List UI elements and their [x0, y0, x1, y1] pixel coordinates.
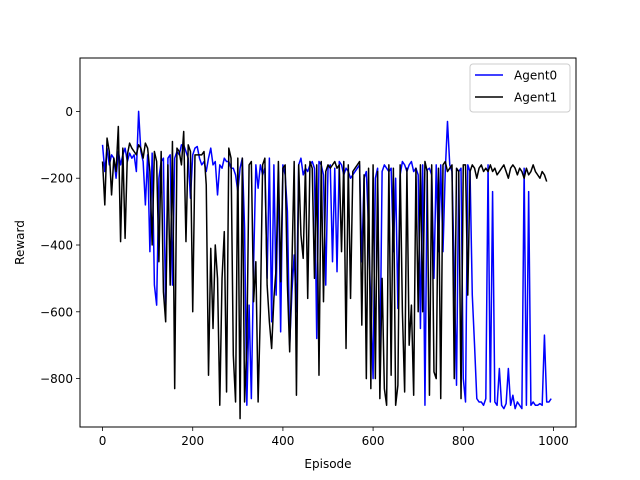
legend-label-agent0: Agent0 [514, 69, 557, 83]
series-layer [101, 110, 552, 420]
legend-label-agent1: Agent1 [514, 91, 557, 105]
x-tick-label: 400 [271, 434, 294, 448]
x-tick-label: 200 [181, 434, 204, 448]
plot-frame [79, 57, 577, 428]
plot-area [101, 110, 552, 420]
x-tick-label: 600 [362, 434, 385, 448]
series-line-agent1 [101, 125, 548, 420]
x-tick-label: 800 [452, 434, 475, 448]
y-tick-label: −800 [40, 372, 73, 386]
x-tick-label: 1000 [538, 434, 569, 448]
legend-box [469, 63, 571, 113]
x-axis: 0 200 400 600 800 1000 [99, 427, 569, 448]
y-tick-label: −400 [40, 239, 73, 253]
y-axis-label: Reward [13, 220, 27, 265]
y-axis: 0 −200 −400 −600 −800 [40, 105, 80, 386]
y-tick-label: −600 [40, 305, 73, 319]
x-tick-label: 0 [99, 434, 107, 448]
legend: Agent0 Agent1 [469, 63, 571, 113]
x-axis-label: Episode [304, 457, 351, 471]
y-tick-label: −200 [40, 172, 73, 186]
y-tick-label: 0 [65, 105, 73, 119]
